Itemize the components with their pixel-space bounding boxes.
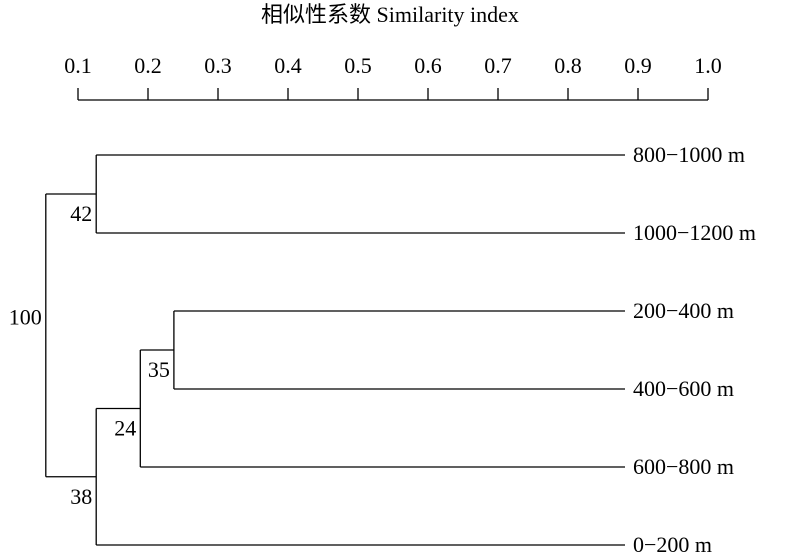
node-label: 24 — [114, 416, 136, 441]
x-tick-label: 0.6 — [414, 53, 442, 78]
x-tick-label: 0.9 — [624, 53, 652, 78]
leaf-label: 1000−1200 m — [633, 220, 756, 245]
leaf-label: 0−200 m — [633, 532, 712, 553]
node-label: 42 — [70, 201, 92, 226]
x-tick-label: 0.4 — [274, 53, 302, 78]
x-tick-label: 0.3 — [204, 53, 232, 78]
leaf-label: 800−1000 m — [633, 142, 745, 167]
x-tick-label: 1.0 — [694, 53, 722, 78]
node-label: 35 — [148, 357, 170, 382]
x-tick-label: 0.1 — [64, 53, 92, 78]
leaf-label: 200−400 m — [633, 298, 734, 323]
leaf-label: 400−600 m — [633, 376, 734, 401]
node-label: 38 — [70, 484, 92, 509]
x-tick-label: 0.8 — [554, 53, 582, 78]
chart-title: 相似性系数 Similarity index — [261, 2, 519, 27]
leaf-label: 600−800 m — [633, 454, 734, 479]
x-tick-label: 0.5 — [344, 53, 372, 78]
x-tick-label: 0.2 — [134, 53, 162, 78]
node-label: 100 — [9, 304, 42, 329]
x-tick-label: 0.7 — [484, 53, 512, 78]
